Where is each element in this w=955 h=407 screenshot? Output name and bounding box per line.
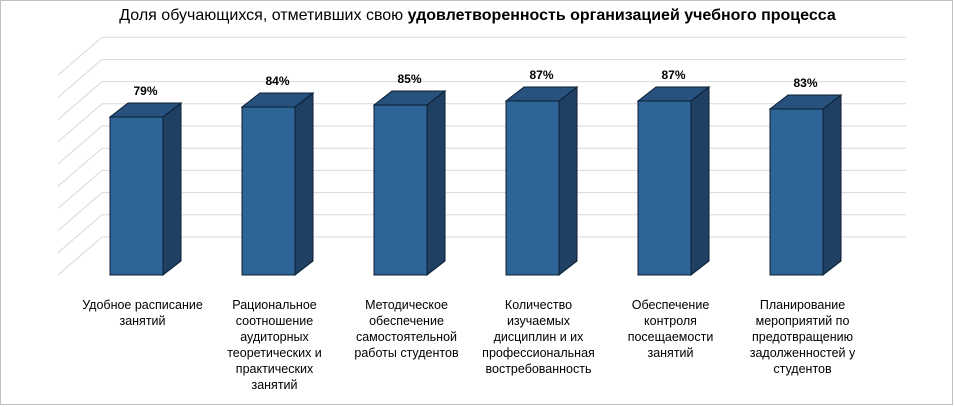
grid-line-diagonal xyxy=(57,236,103,276)
grid-line-diagonal xyxy=(57,81,103,120)
grid-line-diagonal xyxy=(57,59,103,98)
bar-side xyxy=(426,89,446,277)
bar xyxy=(373,104,428,276)
grid-line-diagonal xyxy=(57,147,103,187)
grid-line-diagonal xyxy=(57,125,103,165)
grid-line-diagonal xyxy=(57,192,103,231)
grid-line-diagonal xyxy=(57,170,103,209)
x-tick-label: Методическое обеспечение самостоятельной… xyxy=(354,298,459,360)
x-tick-label: Планирование мероприятий по предотвращен… xyxy=(749,298,856,376)
bar xyxy=(769,108,824,276)
chart-title: Доля обучающихся, отметивших свою удовле… xyxy=(0,7,955,25)
x-tick-label: Рациональное соотношение аудиторных теор… xyxy=(227,298,322,392)
bar xyxy=(109,116,164,276)
x-tick-label: Обеспечение контроля посещаемости заняти… xyxy=(627,298,714,360)
x-tick-label: Удобное расписание занятий xyxy=(82,298,203,328)
data-label: 87% xyxy=(529,68,553,82)
data-label: 83% xyxy=(793,76,817,90)
bar-side xyxy=(822,93,842,277)
bar xyxy=(241,106,296,276)
data-label: 84% xyxy=(265,74,289,88)
bar xyxy=(505,100,560,276)
bar-side xyxy=(162,101,182,277)
bar-side xyxy=(690,85,710,277)
data-label: 87% xyxy=(661,68,685,82)
bar-side xyxy=(558,85,578,277)
grid-line-diagonal xyxy=(57,36,103,76)
data-label: 79% xyxy=(133,84,157,98)
grid-line-diagonal xyxy=(57,103,103,143)
chart-title-prefix: Доля обучающихся, отметивших свою xyxy=(119,7,408,24)
chart-title-emphasis: удовлетворенность организацией учебного … xyxy=(407,7,836,24)
grid-line-diagonal xyxy=(57,214,103,254)
data-label: 85% xyxy=(397,72,421,86)
x-tick-label: Количество изучаемых дисциплин и их проф… xyxy=(482,298,595,376)
bar-side xyxy=(294,91,314,277)
bar xyxy=(637,100,692,276)
